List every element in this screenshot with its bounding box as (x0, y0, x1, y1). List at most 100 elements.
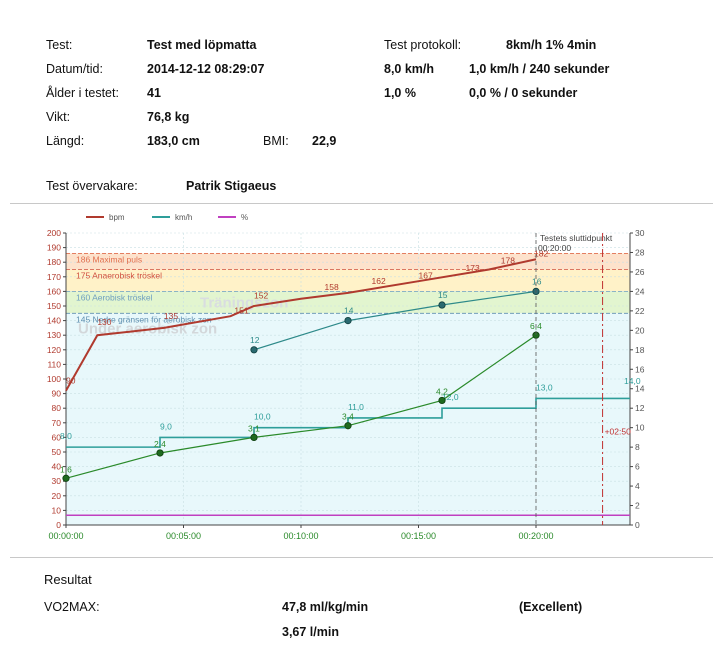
right-tick-label: 12 (635, 403, 645, 413)
speed-point-label: 12 (250, 335, 260, 345)
speed-points-line (253, 290, 537, 351)
right-tick-label: 24 (635, 286, 645, 296)
supervisor-label: Test övervakare: (46, 179, 138, 193)
zone-band-0 (66, 253, 630, 270)
protocol-value: 8km/h 1% 4min (506, 38, 597, 52)
bpm-label: 90 (66, 375, 76, 385)
zone-band-1 (66, 269, 630, 292)
x-tick-label: 00:10:00 (283, 531, 318, 541)
legend-label-1: km/h (175, 213, 192, 222)
vo2max-absolute: 3,67 l/min (282, 625, 339, 639)
right-tick-label: 22 (635, 306, 645, 316)
test-value: Test med löpmatta (147, 38, 257, 52)
right-tick-label: 14 (635, 384, 645, 394)
speed-step-label: 13,0 (536, 382, 553, 392)
vo2-point (250, 433, 258, 441)
left-tick-label: 100 (47, 374, 61, 384)
bmi-label: BMI: (263, 134, 289, 148)
left-tick-label: 90 (52, 389, 62, 399)
x-tick-label: 00:15:00 (401, 531, 436, 541)
age-label: Ålder i testet: (46, 86, 119, 100)
bpm-label: 151 (234, 305, 248, 315)
left-tick-label: 190 (47, 243, 61, 253)
right-tick-label: 26 (635, 267, 645, 277)
zone-watermark-0: Träningszon (200, 294, 288, 311)
test-label: Test: (46, 38, 73, 52)
bpm-label: 152 (254, 291, 268, 301)
left-tick-label: 40 (52, 462, 62, 472)
speed-step-label: 11,0 (348, 402, 364, 412)
right-tick-label: 0 (635, 520, 640, 530)
incline-start: 1,0 % (384, 86, 416, 100)
x-tick-label: 00:20:00 (518, 531, 553, 541)
vo2-label: 3,4 (342, 412, 354, 422)
speed-point (438, 301, 446, 309)
speed-step: 1,0 km/h / 240 sekunder (469, 62, 610, 76)
bpm-label: 130 (97, 317, 111, 327)
speed-point-label: 15 (438, 290, 448, 300)
supervisor-value: Patrik Stigaeus (186, 179, 277, 193)
end-marker-time: 00:20:00 (538, 243, 571, 253)
left-tick-label: 150 (47, 301, 61, 311)
left-tick-label: 200 (47, 228, 61, 238)
datetime-value: 2014-12-12 08:29:07 (147, 62, 265, 76)
weight-value: 76,8 kg (147, 110, 190, 124)
legend-label-0: bpm (109, 213, 125, 222)
left-tick-label: 170 (47, 272, 61, 282)
protocol-label: Test protokoll: (384, 38, 462, 52)
top-divider (10, 203, 713, 204)
test-chart: bpm km/h % 186 Maximal puls 175 Anaerobisk t… (47, 213, 645, 541)
zone-label-1: 175 Anaerobisk tröskel (76, 271, 162, 281)
left-tick-label: 160 (47, 286, 61, 296)
left-tick-label: 50 (52, 447, 62, 457)
zone-label-0: 186 Maximal puls (76, 254, 142, 264)
x-tick-label: 00:05:00 (166, 531, 201, 541)
vo2max-label: VO2MAX: (44, 600, 100, 614)
left-tick-label: 10 (52, 505, 62, 515)
bmi-value: 22,9 (312, 134, 337, 148)
datetime-label: Datum/tid: (46, 62, 103, 76)
right-tick-label: 18 (635, 345, 645, 355)
bpm-label: 182 (534, 248, 548, 258)
bpm-label: 178 (501, 256, 515, 266)
vo2-point (62, 474, 70, 482)
bpm-line (65, 258, 537, 392)
right-tick-label: 4 (635, 481, 640, 491)
right-tick-label: 6 (635, 462, 640, 472)
right-tick-label: 2 (635, 501, 640, 511)
bottom-divider (10, 557, 713, 558)
left-tick-label: 120 (47, 345, 61, 355)
vo2max-rating: (Excellent) (519, 600, 583, 614)
speed-step-label: 12,0 (442, 392, 459, 402)
bpm-label: 158 (325, 282, 339, 292)
results-heading: Resultat (44, 572, 92, 587)
speed-point-label: 14 (344, 306, 354, 316)
end-marker-label: Testets sluttidpunkt (540, 233, 613, 243)
left-tick-label: 130 (47, 330, 61, 340)
left-tick-label: 60 (52, 432, 62, 442)
bpm-label: 167 (419, 270, 433, 280)
right-tick-label: 20 (635, 325, 645, 335)
speed-step-label: 9,0 (160, 421, 172, 431)
speed-point (344, 317, 352, 325)
right-tick-label: 10 (635, 423, 645, 433)
right-tick-label: 28 (635, 247, 645, 257)
left-tick-label: 20 (52, 491, 62, 501)
right-tick-label: 16 (635, 364, 645, 374)
right-tick-label: 30 (635, 228, 645, 238)
bpm-label: 173 (466, 263, 480, 273)
left-tick-label: 30 (52, 476, 62, 486)
left-tick-label: 70 (52, 418, 62, 428)
height-value: 183,0 cm (147, 134, 200, 148)
speed-step-label: 10,0 (254, 412, 271, 422)
vo2-label: 2,4 (154, 439, 166, 449)
speed-point-label: 16 (532, 276, 542, 286)
bpm-label: 135 (164, 311, 178, 321)
incline-step: 0,0 % / 0 sekunder (469, 86, 578, 100)
age-value: 41 (147, 86, 161, 100)
weight-label: Vikt: (46, 110, 71, 124)
vo2-point (344, 422, 352, 430)
left-tick-label: 110 (47, 359, 61, 369)
vo2-label: 1,6 (60, 464, 72, 474)
speed-point (250, 346, 258, 354)
